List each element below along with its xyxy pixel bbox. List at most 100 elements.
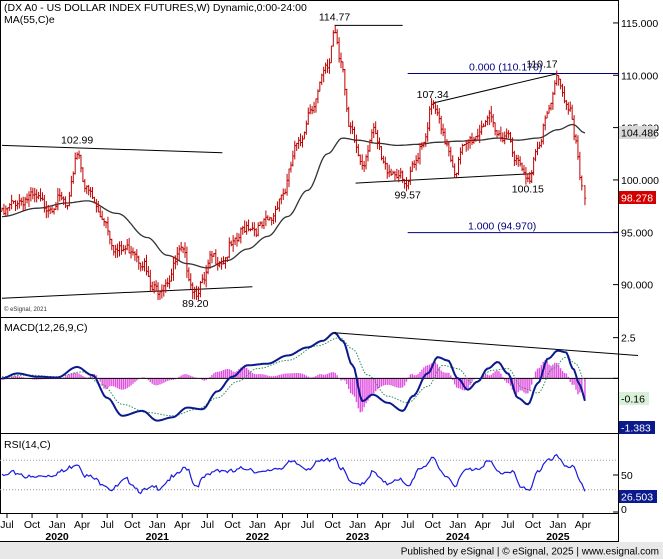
- price-panel: 115.000110.000105.000100.00095.00090.000…: [0, 2, 659, 313]
- price-bar: [341, 61, 345, 73]
- price-bar: [386, 162, 389, 179]
- price-bar: [540, 138, 543, 148]
- price-bar: [73, 152, 77, 175]
- price-trend-line: [432, 73, 559, 104]
- price-bar: [235, 232, 239, 247]
- ma-value-label: 104.486: [621, 128, 659, 140]
- price-tick-label: 95.000: [621, 227, 653, 239]
- price-bar: [524, 167, 528, 185]
- price-tick-label: 115.000: [621, 18, 658, 30]
- price-bar: [99, 206, 102, 218]
- price-bar: [542, 123, 545, 145]
- price-bar: [43, 194, 46, 213]
- price-bar: [424, 133, 427, 147]
- price-bar: [393, 171, 397, 182]
- price-bar: [118, 241, 121, 257]
- month-label: Oct: [324, 519, 340, 531]
- price-trend-line: [1, 144, 223, 154]
- price-bar: [515, 154, 518, 166]
- price-tick-label: 110.000: [621, 70, 658, 82]
- price-bar: [210, 250, 214, 264]
- price-bar: [547, 104, 551, 114]
- price-bar: [322, 66, 325, 83]
- price-bar: [6, 207, 9, 216]
- signal-value-label: -0.16: [621, 394, 645, 406]
- price-bar: [131, 247, 135, 256]
- panel-frames: [0, 0, 619, 542]
- price-bar: [389, 168, 393, 176]
- price-bar: [574, 134, 578, 144]
- macd-trend-line: [334, 332, 639, 357]
- price-bar: [301, 135, 304, 148]
- price-bar: [453, 163, 456, 178]
- price-bar: [233, 237, 237, 246]
- price-bar: [191, 282, 194, 300]
- price-bar: [451, 155, 454, 168]
- month-label: Jul: [100, 519, 113, 531]
- price-bar: [110, 238, 113, 251]
- price-bar: [555, 70, 558, 86]
- price-bar: [490, 105, 493, 123]
- year-label: 2025: [546, 531, 570, 543]
- price-bar: [106, 216, 110, 236]
- price-bar: [297, 136, 300, 149]
- price-bar: [426, 122, 429, 142]
- price-bar: [274, 205, 277, 223]
- price-bar: [287, 168, 291, 188]
- price-bar: [239, 227, 243, 244]
- price-bar: [339, 52, 343, 69]
- price-bar: [208, 250, 212, 269]
- price-bar: [384, 156, 387, 170]
- rsi-title: RSI(14,C): [4, 439, 51, 451]
- last-price-box: 98.278: [619, 191, 656, 205]
- price-bar: [256, 222, 260, 237]
- month-label: Apr: [475, 519, 492, 531]
- price-bar: [357, 144, 360, 157]
- price-bar: [374, 121, 377, 135]
- price-bar: [262, 218, 266, 230]
- price-bar: [565, 99, 568, 111]
- year-label: 2020: [45, 531, 69, 543]
- price-bar: [372, 123, 375, 139]
- price-bar: [359, 154, 362, 165]
- price-bar: [39, 188, 42, 202]
- price-level-label: 107.34: [417, 89, 449, 101]
- price-bar: [112, 245, 115, 256]
- price-bar: [576, 135, 580, 160]
- price-bar: [414, 155, 418, 171]
- price-bar: [497, 130, 501, 137]
- price-bar: [432, 100, 435, 109]
- price-bar: [27, 191, 31, 207]
- price-bar: [187, 267, 191, 282]
- price-bar: [79, 154, 83, 173]
- rsi-panel-frame: [0, 433, 619, 514]
- price-bar: [10, 194, 13, 210]
- month-label: Apr: [575, 519, 592, 531]
- price-bar: [114, 244, 117, 259]
- price-level-label: 99.57: [395, 189, 421, 201]
- price-level-label: 102.99: [61, 135, 93, 147]
- month-label: Apr: [174, 519, 191, 531]
- price-bar: [224, 257, 227, 269]
- price-bar: [272, 212, 275, 225]
- price-bar: [434, 101, 437, 114]
- price-bar: [474, 135, 478, 142]
- price-bar: [447, 141, 451, 157]
- price-bar: [33, 187, 36, 203]
- price-bar: [347, 106, 350, 127]
- price-bar: [436, 104, 439, 116]
- price-bar: [266, 215, 270, 221]
- month-label: Jan: [349, 519, 366, 531]
- price-bar: [491, 113, 495, 128]
- price-bar: [145, 254, 148, 276]
- price-bar: [50, 206, 54, 214]
- price-bar: [226, 256, 229, 263]
- price-bar: [172, 256, 175, 281]
- price-bar: [4, 205, 8, 217]
- price-bar: [495, 130, 499, 138]
- price-bar: [578, 151, 582, 181]
- price-bar: [122, 244, 125, 252]
- price-bar: [282, 188, 285, 201]
- price-bar: [399, 167, 402, 179]
- month-label: Apr: [374, 519, 391, 531]
